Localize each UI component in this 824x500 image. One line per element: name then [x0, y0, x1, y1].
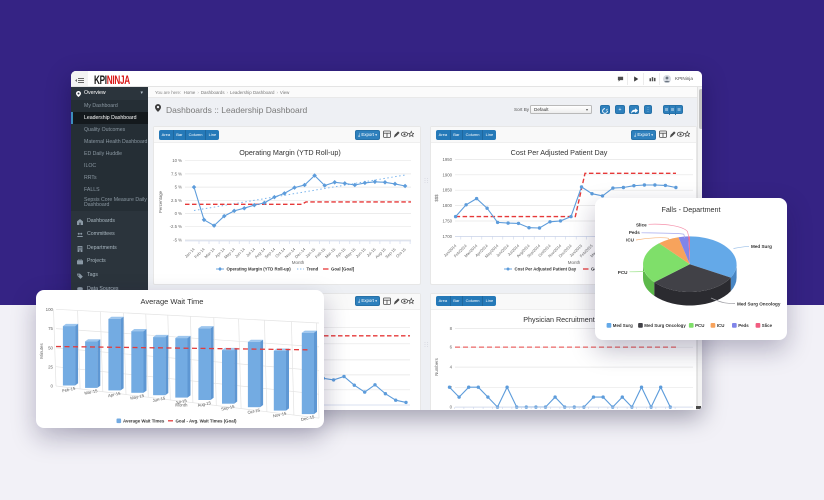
- svg-text:Jun-15: Jun-15: [354, 246, 367, 259]
- svg-text:Slice: Slice: [762, 323, 773, 328]
- svg-text:2.5 %: 2.5 %: [171, 198, 182, 203]
- svg-text:Feb-15: Feb-15: [62, 386, 77, 394]
- svg-text:Cost Per Adjusted Patient Day: Cost Per Adjusted Patient Day: [511, 148, 608, 157]
- svg-text:Goal [Goal]: Goal [Goal]: [331, 267, 355, 272]
- svg-text:Falls - Department: Falls - Department: [661, 205, 720, 214]
- svg-text:1950: 1950: [442, 157, 452, 162]
- svg-text:Peds: Peds: [629, 230, 640, 235]
- svg-text:Jun-15: Jun-15: [152, 395, 166, 403]
- svg-text:100: 100: [46, 307, 54, 312]
- svg-text:Med Surg: Med Surg: [751, 244, 772, 249]
- svg-text:PCU: PCU: [695, 323, 704, 328]
- svg-text:8: 8: [450, 325, 453, 330]
- svg-text:PCU: PCU: [618, 270, 628, 275]
- svg-text:Sep-15: Sep-15: [384, 246, 397, 259]
- svg-text:1850: 1850: [442, 188, 452, 193]
- svg-text:Average Wait Time: Average Wait Time: [141, 297, 204, 306]
- svg-text:0: 0: [450, 404, 453, 408]
- svg-text:Minutes: Minutes: [39, 343, 44, 359]
- svg-text:1750: 1750: [442, 219, 452, 224]
- svg-text:Jul-14: Jul-14: [245, 246, 257, 258]
- svg-text:May-15: May-15: [344, 246, 358, 260]
- svg-text:May-14: May-14: [223, 246, 237, 260]
- svg-text:-2.5 %: -2.5 %: [170, 224, 183, 229]
- svg-text:6: 6: [450, 344, 453, 349]
- svg-text:Dec-15: Dec-15: [300, 414, 315, 422]
- svg-text:May-15: May-15: [130, 393, 145, 401]
- svg-text:Sep-14: Sep-14: [263, 246, 276, 259]
- svg-text:Operating Margin (YTD Roll-up): Operating Margin (YTD Roll-up): [227, 267, 292, 272]
- svg-text:7.5 %: 7.5 %: [171, 171, 182, 176]
- svg-text:Month: Month: [568, 260, 581, 265]
- svg-text:Mar-15: Mar-15: [324, 246, 337, 259]
- svg-text:25: 25: [48, 364, 53, 369]
- svg-text:Numbers: Numbers: [434, 358, 439, 375]
- svg-text:Operating Margin (YTD Roll-up): Operating Margin (YTD Roll-up): [239, 148, 340, 157]
- svg-text:Med Surg: Med Surg: [613, 323, 633, 328]
- svg-text:Med Surg Oncology: Med Surg Oncology: [737, 302, 781, 307]
- svg-text:4: 4: [450, 364, 453, 369]
- svg-text:Month: Month: [175, 403, 188, 408]
- svg-text:5 %: 5 %: [175, 185, 183, 190]
- svg-text:0 %: 0 %: [175, 211, 183, 216]
- svg-text:Slice: Slice: [636, 222, 647, 227]
- svg-text:50: 50: [48, 346, 53, 351]
- svg-text:Month: Month: [292, 260, 305, 265]
- svg-text:Nov-15: Nov-15: [272, 411, 287, 419]
- svg-text:ICU: ICU: [717, 323, 725, 328]
- svg-text:1700: 1700: [442, 234, 452, 239]
- svg-text:Average Wait Times: Average Wait Times: [123, 419, 165, 424]
- svg-text:Physician Recruitment: Physician Recruitment: [523, 315, 595, 324]
- svg-text:Peds: Peds: [738, 323, 749, 328]
- svg-text:Percentage: Percentage: [158, 190, 163, 213]
- svg-text:Aug-15: Aug-15: [197, 400, 212, 408]
- svg-text:-5 %: -5 %: [173, 237, 182, 242]
- svg-text:1800: 1800: [442, 203, 452, 208]
- svg-text:75: 75: [48, 326, 53, 331]
- svg-text:Med Surg Oncology: Med Surg Oncology: [644, 323, 686, 328]
- svg-text:0: 0: [51, 384, 54, 389]
- svg-text:Jul-15: Jul-15: [365, 246, 377, 258]
- svg-text:1900: 1900: [442, 172, 452, 177]
- svg-text:Trend: Trend: [307, 267, 319, 272]
- svg-text:Mar-14: Mar-14: [203, 246, 216, 259]
- svg-text:ICU: ICU: [626, 237, 635, 242]
- svg-text:Goal - Avg. Wait Times (Goal): Goal - Avg. Wait Times (Goal): [176, 419, 237, 424]
- svg-text:Sep-15: Sep-15: [221, 404, 236, 412]
- svg-text:$$$: $$$: [434, 194, 439, 202]
- svg-text:Jun-14: Jun-14: [234, 246, 247, 259]
- svg-text:Cost Per Adjusted Patient Day: Cost Per Adjusted Patient Day: [515, 267, 577, 272]
- svg-text:Jul-15: Jul-15: [175, 398, 188, 405]
- svg-text:Oct-15: Oct-15: [395, 246, 408, 259]
- svg-text:Apr-15: Apr-15: [108, 391, 122, 399]
- svg-text:Oct-15: Oct-15: [247, 407, 261, 415]
- svg-text:10 %: 10 %: [172, 158, 182, 163]
- svg-text:Mar-15: Mar-15: [84, 388, 99, 396]
